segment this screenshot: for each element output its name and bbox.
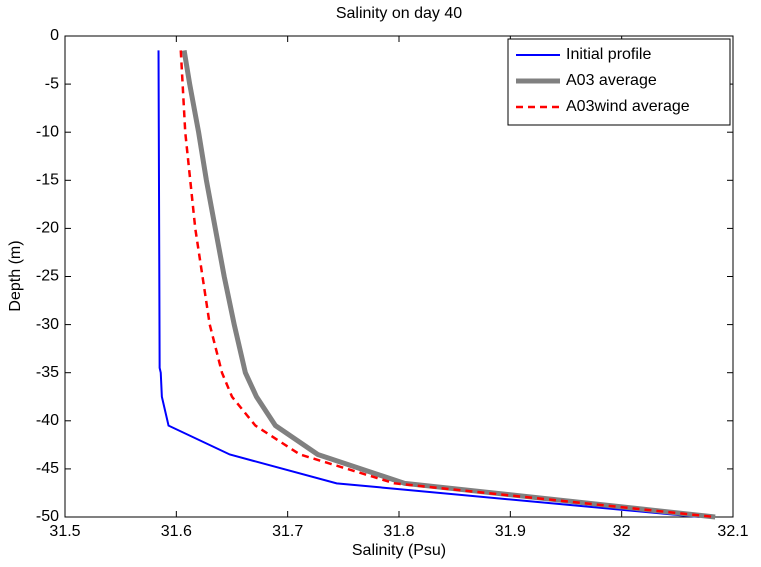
series-line [157, 50, 700, 518]
y-tick-label: -5 [45, 75, 59, 92]
x-tick-label: 32.1 [717, 523, 748, 540]
y-tick-label: -20 [36, 220, 59, 237]
x-tick-label: 31.5 [49, 523, 80, 540]
y-tick-label: -15 [36, 172, 59, 189]
chart-title: Salinity on day 40 [336, 5, 462, 22]
y-tick-label: -30 [36, 316, 59, 333]
y-tick-label: -35 [36, 364, 59, 381]
series-line [179, 50, 716, 519]
x-tick-label: 32 [613, 523, 631, 540]
x-tick-label: 31.9 [495, 523, 526, 540]
y-tick-label: -10 [36, 123, 59, 140]
x-tick-label: 31.7 [272, 523, 303, 540]
y-axis-label: Depth (m) [7, 240, 24, 311]
x-tick-label: 31.6 [161, 523, 192, 540]
legend-label: A03wind average [566, 98, 690, 115]
x-axis-label: Salinity (Psu) [352, 542, 446, 559]
y-tick-label: -25 [36, 268, 59, 285]
y-tick-label: -45 [36, 460, 59, 477]
y-tick-label: 0 [50, 27, 59, 44]
series-line [181, 50, 716, 520]
y-tick-label: -50 [36, 508, 59, 525]
y-tick-label: -40 [36, 412, 59, 429]
legend-label: A03 average [566, 72, 657, 89]
legend-label: Initial profile [566, 46, 651, 63]
x-tick-label: 31.8 [383, 523, 414, 540]
